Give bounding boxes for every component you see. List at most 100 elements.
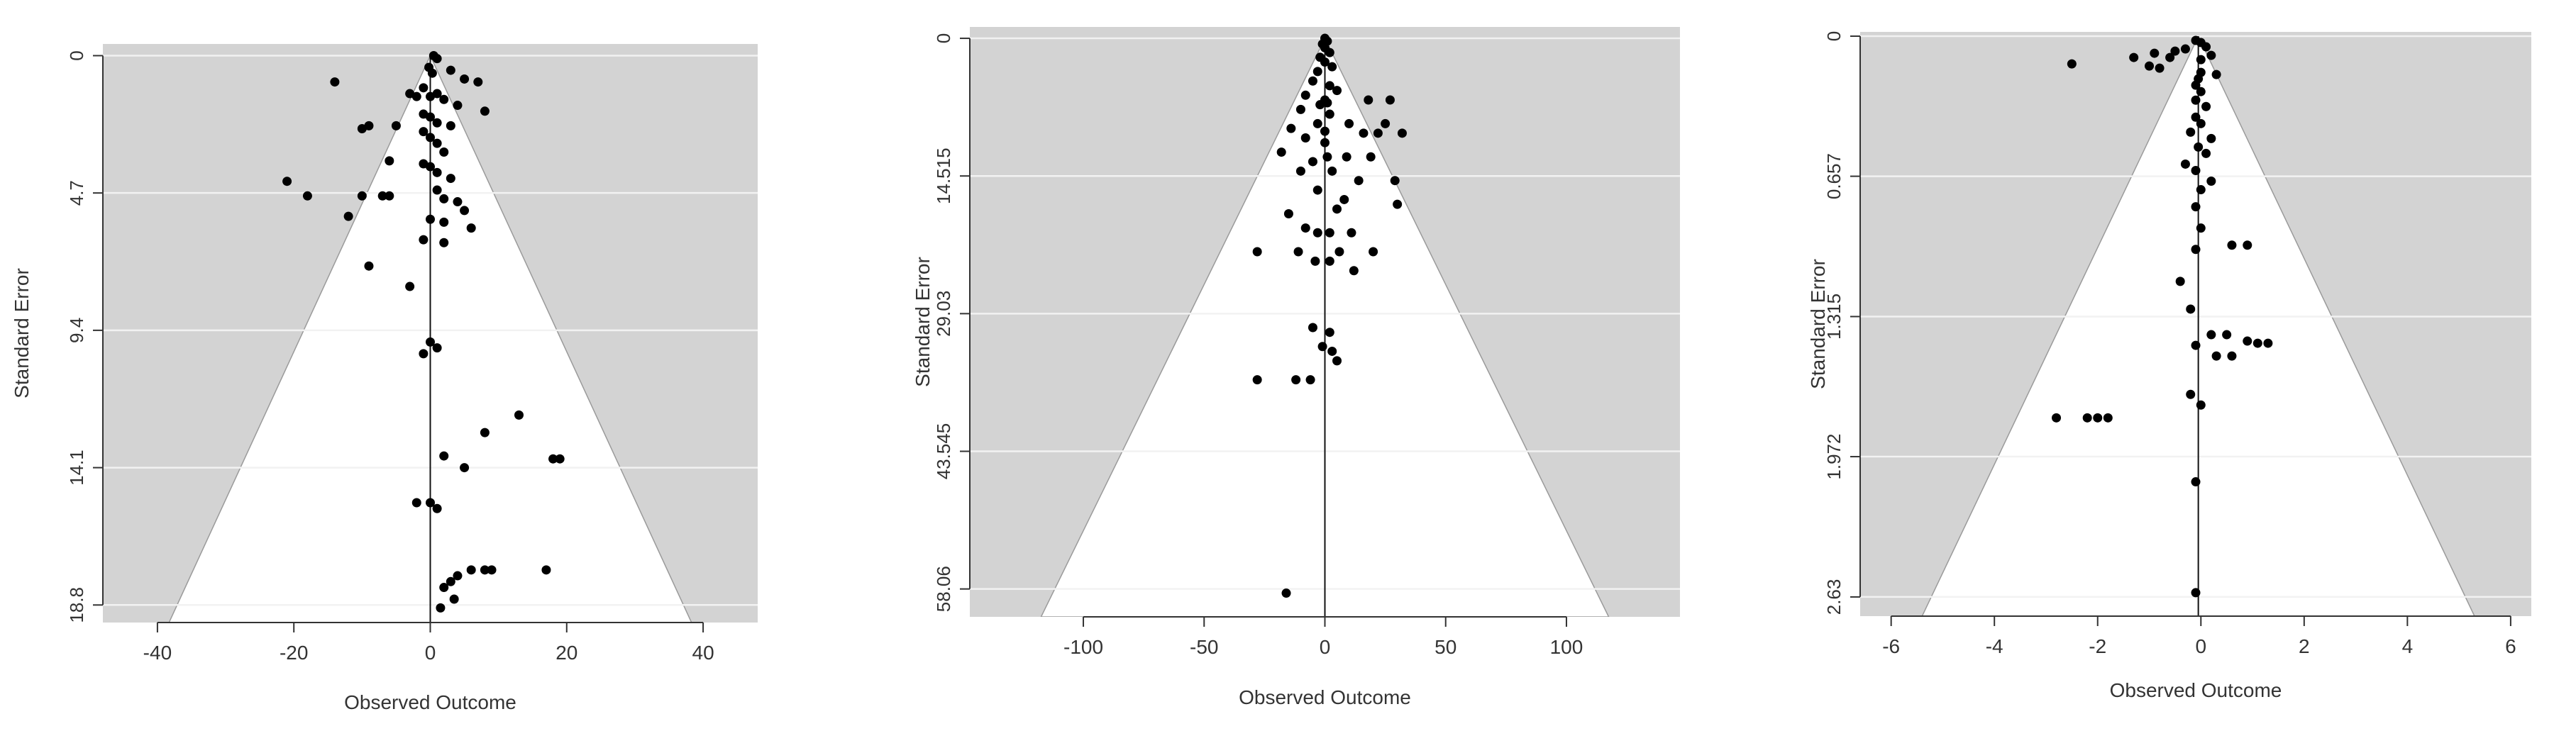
data-point [1315, 100, 1325, 110]
x-tick-label: 4 [2402, 635, 2414, 657]
data-point [432, 503, 442, 513]
y-tick-label: 43.545 [933, 423, 954, 480]
data-point [1317, 342, 1327, 352]
data-point [1327, 166, 1337, 176]
data-point [1305, 375, 1315, 385]
data-point [432, 118, 442, 128]
data-point [2196, 118, 2206, 128]
funnel-plot-2: -100 -50 0 50 100 0 14.515 29.03 43.545 58.06 Obse… [912, 27, 1680, 708]
data-point [2067, 59, 2077, 69]
data-point [426, 162, 435, 172]
data-point [2196, 223, 2206, 233]
data-point [1332, 86, 1342, 96]
y-tick-label: 1.972 [1823, 434, 1845, 480]
data-point [2165, 52, 2175, 62]
data-point [426, 337, 435, 347]
data-point [1373, 128, 1383, 138]
data-point [2263, 338, 2273, 348]
data-point [427, 68, 437, 78]
data-point [1369, 247, 1378, 257]
data-point [1295, 104, 1305, 114]
x-axis-title: Observed Outcome [344, 691, 516, 713]
data-point [419, 349, 429, 359]
data-point [2227, 240, 2237, 250]
data-point [1286, 123, 1296, 133]
y-tick-label: 0 [1823, 31, 1845, 41]
data-point [432, 343, 442, 353]
data-point [432, 54, 442, 64]
data-point [460, 74, 470, 84]
data-point [2186, 127, 2196, 137]
y-axis-title: Standard Error [11, 268, 33, 398]
data-point [1390, 176, 1400, 186]
data-point [1347, 228, 1356, 238]
data-point [1332, 356, 1342, 366]
data-point [2191, 340, 2201, 350]
data-point [419, 235, 429, 245]
data-point [385, 191, 394, 201]
data-point [2191, 112, 2201, 122]
data-point [1283, 209, 1293, 219]
data-point [453, 197, 463, 207]
data-point [2196, 400, 2206, 410]
data-point [364, 261, 374, 271]
y-tick-label: 0 [933, 33, 954, 43]
data-point [1300, 90, 1310, 100]
data-point [2191, 95, 2201, 105]
data-point [2211, 351, 2221, 361]
data-point [2129, 52, 2139, 62]
data-point [1312, 67, 1322, 77]
data-point [2196, 185, 2206, 195]
data-point [1308, 76, 1317, 86]
data-point [2206, 133, 2216, 143]
y-tick-label: 18.8 [66, 587, 87, 623]
data-point [2186, 304, 2196, 314]
data-point [1322, 152, 1332, 162]
data-point [1300, 133, 1310, 143]
y-tick-label: 2.63 [1823, 579, 1845, 615]
data-point [460, 463, 470, 473]
data-point [548, 454, 558, 464]
data-point [453, 571, 463, 581]
data-point [2227, 351, 2237, 361]
x-tick-label: -50 [1190, 636, 1218, 658]
data-point [1320, 126, 1330, 136]
data-point [2082, 413, 2092, 423]
data-point [426, 498, 435, 508]
data-point [1325, 328, 1334, 337]
data-point [1308, 323, 1317, 333]
data-points [2052, 35, 2273, 598]
data-point [1366, 152, 1376, 162]
data-point [1325, 81, 1334, 91]
data-point [2170, 46, 2180, 56]
data-point [2196, 87, 2206, 96]
data-point [449, 594, 459, 604]
data-point [2191, 245, 2201, 255]
data-point [1327, 346, 1337, 356]
data-point [2191, 588, 2201, 598]
data-point [432, 138, 442, 148]
data-point [473, 77, 483, 87]
data-point [1332, 204, 1342, 214]
data-point [391, 121, 401, 130]
data-point [2150, 48, 2160, 58]
data-point [343, 211, 353, 221]
data-point [2196, 55, 2206, 65]
data-point [1312, 118, 1322, 128]
x-tick-label: -100 [1063, 636, 1103, 658]
data-point [2252, 338, 2262, 348]
data-point [480, 428, 490, 437]
x-axis-title: Observed Outcome [1239, 686, 1411, 708]
x-tick-label: -4 [1986, 635, 2003, 657]
data-point [541, 565, 551, 575]
y-tick-label: 0.657 [1823, 153, 1845, 199]
x-tick-label: 50 [1435, 636, 1456, 658]
data-point [1325, 109, 1334, 119]
y-tick-label: 1.315 [1823, 294, 1845, 340]
data-point [2155, 63, 2165, 73]
data-point [439, 217, 449, 227]
x-axis-title: Observed Outcome [2110, 679, 2282, 701]
x-tick-label: -20 [280, 642, 308, 664]
data-point [1295, 166, 1305, 176]
